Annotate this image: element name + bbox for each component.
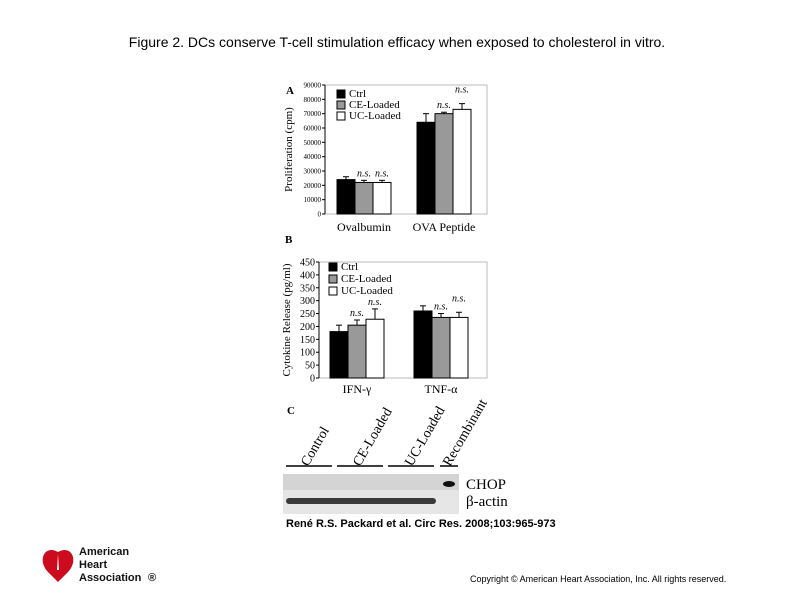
- logo-registered-mark: ®: [148, 572, 156, 584]
- lane-label-recombinant: Recombinant: [440, 397, 490, 469]
- panel-a-annotation: n.s.: [437, 100, 451, 111]
- panel-b-y-tick-label: 50: [305, 361, 315, 372]
- panel-b-category-label: IFN-γ: [343, 382, 372, 396]
- panel-a-bar: [452, 108, 472, 215]
- panel-a-y-tick-label: 30000: [304, 167, 322, 175]
- panel-a-annotation: n.s.: [357, 168, 371, 179]
- lane-label-ce-loaded: CE-Loaded: [350, 406, 395, 469]
- panel-a-bar: [434, 113, 454, 215]
- logo-line2: Heart: [79, 559, 107, 571]
- panel-a-legend-label: UC-Loaded: [349, 110, 401, 122]
- panel-b-bar: [365, 318, 385, 379]
- panel-b-letter: B: [285, 234, 293, 246]
- panel-c-letter: C: [287, 405, 295, 417]
- citation: René R.S. Packard et al. Circ Res. 2008;…: [286, 518, 556, 530]
- panel-a-category-label: Ovalbumin: [337, 220, 391, 234]
- panel-a-letter: A: [286, 85, 294, 97]
- panel-a-y-tick-label: 40000: [304, 153, 322, 161]
- panel-a-legend-swatch: [336, 111, 346, 121]
- panel-b-y-tick-label: 400: [300, 270, 315, 281]
- panel-b-legend-swatch: [328, 262, 338, 272]
- panel-b-category-label: TNF-α: [425, 382, 459, 396]
- panel-b-y-tick-label: 250: [300, 309, 315, 320]
- panel-a-y-axis-label: Proliferation (cpm): [283, 107, 295, 192]
- panel-a-y-tick-label: 60000: [304, 124, 322, 132]
- panel-a-bar: [354, 181, 374, 215]
- panel-b-annotation: n.s.: [434, 302, 448, 313]
- panel-a-legend-swatch: [336, 89, 346, 99]
- panel-a-bar: [336, 179, 356, 215]
- panel-b-y-tick-label: 200: [300, 322, 315, 333]
- panel-a-legend-swatch: [336, 100, 346, 110]
- panel-b-bar: [347, 324, 367, 379]
- panel-b-y-tick-label: 350: [300, 283, 315, 294]
- panel-b-legend-label: UC-Loaded: [341, 285, 393, 297]
- figure-title: Figure 2. DCs conserve T-cell stimulatio…: [128, 34, 666, 50]
- band-label-chop: CHOP: [466, 477, 506, 493]
- chop-band-recombinant: [443, 481, 455, 487]
- panel-a-legend-label: CE-Loaded: [349, 99, 400, 111]
- panel-b-y-tick-label: 450: [300, 258, 315, 269]
- panel-b-y-tick-label: 300: [300, 296, 315, 307]
- panel-b-annotation: n.s.: [350, 308, 364, 319]
- panel-c-western-blot: C Control CE-Loaded UC-Loaded Recombinan…: [283, 397, 508, 514]
- logo-line3: Association: [79, 572, 142, 584]
- panel-a-chart: A 0 10000 20000 30000 40000 50000 60000 70000 800…: [283, 81, 488, 234]
- logo-line1: American: [79, 546, 129, 558]
- panel-b-bar: [413, 310, 433, 379]
- panel-b-legend-swatch: [328, 274, 338, 284]
- panel-b-y-tick-label: 150: [300, 335, 315, 346]
- panel-a-annotation: n.s.: [455, 85, 469, 96]
- panel-a-y-tick-label: 20000: [304, 182, 322, 190]
- panel-a-y-tick-label: 80000: [304, 96, 322, 104]
- panel-a-y-tick-label: 70000: [304, 110, 322, 118]
- panel-a-legend-label: Ctrl: [349, 88, 366, 100]
- panel-a-y-tick-label: 10000: [304, 196, 322, 204]
- band-label-actin: β-actin: [466, 494, 508, 510]
- panel-a-bar: [372, 181, 392, 215]
- panel-b-legend-swatch: [328, 286, 338, 296]
- actin-band: [286, 498, 436, 504]
- panel-b-legend-label: Ctrl: [341, 261, 358, 273]
- aha-logo: American Heart Association ®: [42, 546, 156, 584]
- panel-b-bar: [449, 316, 469, 379]
- torch-icon: [57, 554, 59, 570]
- panel-b-legend-label: CE-Loaded: [341, 273, 392, 285]
- panel-b-y-tick-label: 0: [310, 374, 315, 385]
- lane-label-control: Control: [298, 424, 332, 469]
- panel-a-y-tick-label: 50000: [304, 139, 322, 147]
- panel-b-y-tick-label: 100: [300, 348, 315, 359]
- panel-b-bar: [431, 316, 451, 379]
- panel-a-y-tick-label: 0: [318, 210, 322, 218]
- panel-a-annotation: n.s.: [375, 168, 389, 179]
- panel-b-y-axis-label: Cytokine Release (pg/ml): [281, 263, 293, 376]
- panel-a-category-label: OVA Peptide: [413, 220, 476, 234]
- blot-chop-strip: [283, 474, 459, 490]
- panel-b-annotation: n.s.: [368, 297, 382, 308]
- panel-b-annotation: n.s.: [452, 293, 466, 304]
- panel-b-bar: [329, 331, 349, 379]
- panel-a-y-tick-label: 90000: [304, 81, 322, 89]
- copyright: Copyright © American Heart Association, …: [470, 574, 727, 584]
- panel-a-bar: [416, 121, 436, 215]
